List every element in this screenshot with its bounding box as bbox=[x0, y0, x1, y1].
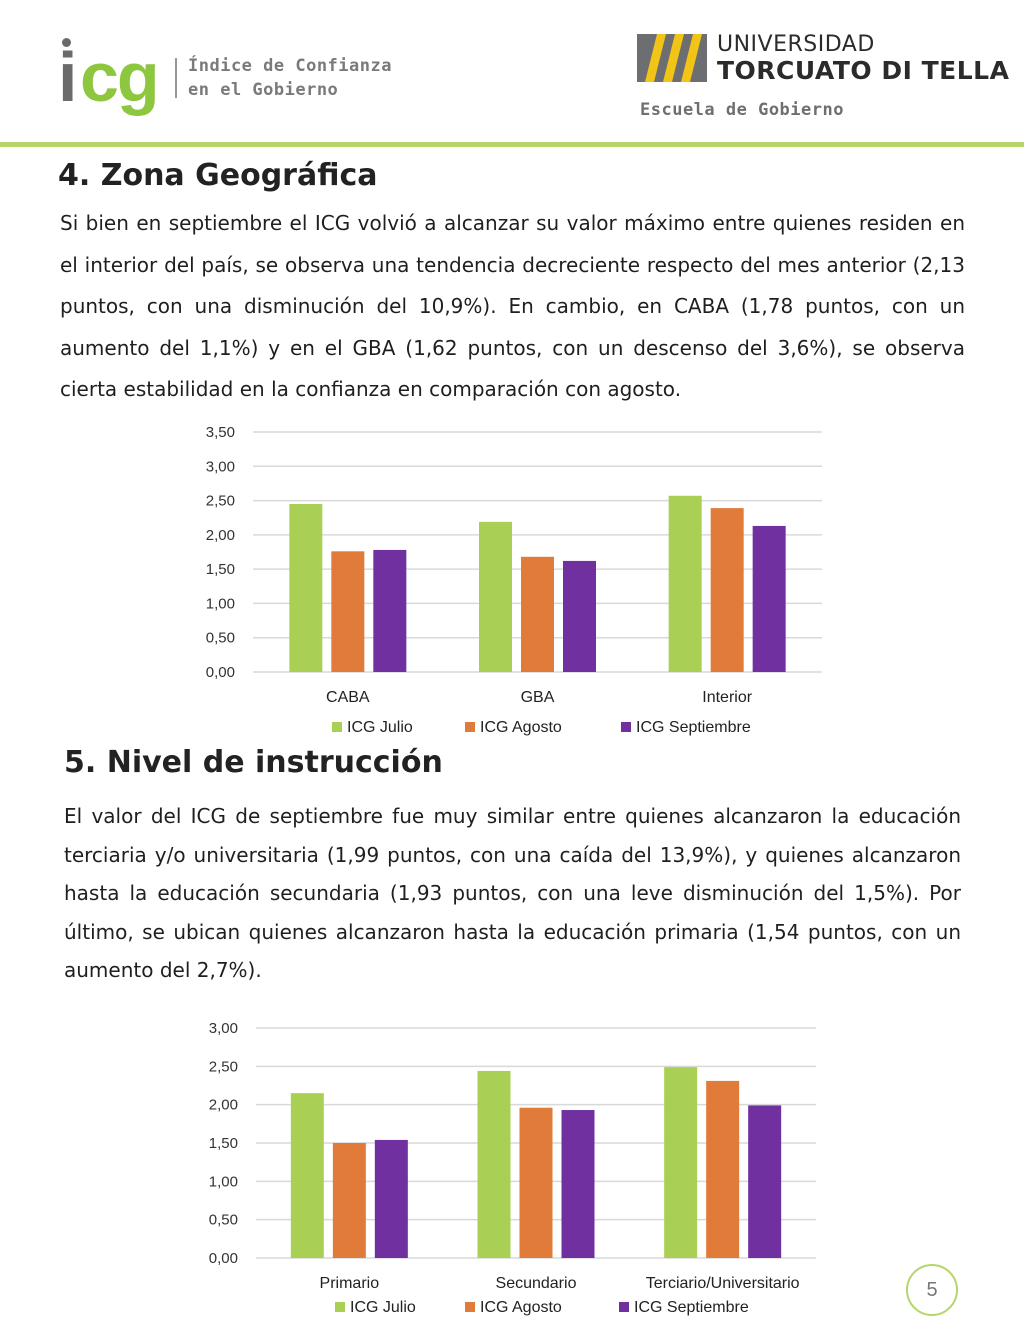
section-5-title: 5. Nivel de instrucción bbox=[64, 745, 443, 780]
bar-icg-agosto-secundario bbox=[519, 1107, 553, 1258]
icg-name-line2: en el Gobierno bbox=[188, 80, 339, 100]
y-tick-label: 3,00 bbox=[206, 458, 235, 475]
icg-logo-dot bbox=[62, 38, 71, 47]
y-tick-label: 3,50 bbox=[206, 424, 235, 441]
chart-nivel-instruccion-svg: 0,00 0,50 1,00 1,50 2,00 2,50 3,00 Primario Secu… bbox=[209, 1020, 816, 1316]
header-rule bbox=[0, 142, 1024, 147]
bar-icg-agosto-terciario-universitario bbox=[706, 1080, 740, 1258]
y-tick-label: 3,00 bbox=[209, 1020, 238, 1037]
bar-icg-septiembre-caba bbox=[373, 549, 407, 672]
x-category-label: CABA bbox=[326, 689, 370, 706]
bar-icg-septiembre-primario bbox=[374, 1139, 408, 1258]
x-category-label: Primario bbox=[320, 1275, 380, 1292]
y-tick-label: 2,00 bbox=[209, 1097, 238, 1114]
legend-label: ICG Julio bbox=[350, 1299, 416, 1316]
utdt-name-line2: TORCUATO DI TELLA bbox=[717, 56, 1010, 85]
x-category-label: Terciario/Universitario bbox=[646, 1275, 800, 1292]
y-tick-label: 2,00 bbox=[206, 527, 235, 544]
legend-swatch bbox=[332, 722, 342, 732]
legend-swatch bbox=[465, 722, 475, 732]
chart-zona-geografica-svg: 0,00 0,50 1,00 1,50 2,00 2,50 3,00 3,50 CABA GBA I… bbox=[206, 424, 822, 736]
y-tick-label: 2,50 bbox=[206, 493, 235, 510]
y-tick-label: 0,50 bbox=[209, 1212, 238, 1229]
chart-nivel-instruccion: 0,00 0,50 1,00 1,50 2,00 2,50 3,00 Primario Secu… bbox=[180, 1012, 840, 1320]
icg-logo-i: i bbox=[58, 38, 78, 116]
utdt-name-line1: UNIVERSIDAD bbox=[717, 32, 875, 57]
legend-swatch bbox=[621, 722, 631, 732]
y-tick-label: 0,00 bbox=[206, 664, 235, 681]
page-number: 5 bbox=[906, 1264, 958, 1316]
legend-swatch bbox=[335, 1302, 345, 1312]
icg-name-line1: Índice de Confianza bbox=[188, 56, 392, 76]
logo-divider bbox=[175, 58, 177, 98]
bar-icg-agosto-caba bbox=[331, 551, 365, 672]
legend-swatch bbox=[619, 1302, 629, 1312]
bar-icg-septiembre-terciario-universitario bbox=[748, 1105, 782, 1258]
y-tick-label: 0,50 bbox=[206, 630, 235, 647]
bar-icg-julio-caba bbox=[289, 504, 323, 672]
legend-label: ICG Julio bbox=[347, 719, 413, 736]
y-tick-label: 1,00 bbox=[209, 1173, 238, 1190]
utdt-school: Escuela de Gobierno bbox=[640, 100, 844, 120]
y-tick-label: 0,00 bbox=[209, 1250, 238, 1267]
section-4-paragraph: Si bien en septiembre el ICG volvió a al… bbox=[60, 211, 965, 401]
section-5-paragraph: El valor del ICG de septiembre fue muy s… bbox=[64, 804, 961, 982]
bar-icg-septiembre-gba bbox=[563, 560, 596, 672]
bar-icg-agosto-interior bbox=[710, 508, 744, 672]
bar-icg-agosto-gba bbox=[521, 556, 554, 672]
x-category-label: GBA bbox=[521, 689, 555, 706]
utdt-logo-stripes bbox=[637, 34, 707, 82]
bar-icg-julio-interior bbox=[668, 495, 702, 672]
y-tick-label: 1,50 bbox=[206, 561, 235, 578]
y-tick-label: 1,50 bbox=[209, 1135, 238, 1152]
page-header: i cg Índice de Confianza en el Gobierno … bbox=[0, 0, 1024, 150]
bar-icg-agosto-primario bbox=[332, 1143, 366, 1258]
bar-icg-septiembre-interior bbox=[752, 525, 786, 672]
bar-icg-julio-gba bbox=[479, 521, 512, 672]
legend-label: ICG Septiembre bbox=[636, 719, 751, 736]
utdt-name: UNIVERSIDAD TORCUATO DI TELLA bbox=[717, 32, 1010, 85]
y-tick-label: 2,50 bbox=[209, 1058, 238, 1075]
bar-icg-julio-secundario bbox=[477, 1070, 511, 1258]
legend-label: ICG Agosto bbox=[480, 719, 562, 736]
legend-swatch bbox=[465, 1302, 475, 1312]
bar-icg-julio-terciario-universitario bbox=[664, 1067, 698, 1258]
legend-label: ICG Septiembre bbox=[634, 1299, 749, 1316]
x-category-label: Interior bbox=[702, 689, 752, 706]
section-4-title: 4. Zona Geográfica bbox=[58, 158, 378, 193]
icg-logo-cg: cg bbox=[80, 38, 160, 116]
x-category-label: Secundario bbox=[496, 1275, 577, 1292]
legend-label: ICG Agosto bbox=[480, 1299, 562, 1316]
bar-icg-julio-primario bbox=[290, 1093, 324, 1258]
icg-full-name: Índice de Confianza en el Gobierno bbox=[188, 54, 392, 102]
chart-zona-geografica: 0,00 0,50 1,00 1,50 2,00 2,50 3,00 3,50 CABA GBA I… bbox=[180, 418, 840, 748]
bar-icg-septiembre-secundario bbox=[561, 1110, 595, 1258]
y-tick-label: 1,00 bbox=[206, 595, 235, 612]
icg-logo: i cg bbox=[58, 36, 168, 112]
